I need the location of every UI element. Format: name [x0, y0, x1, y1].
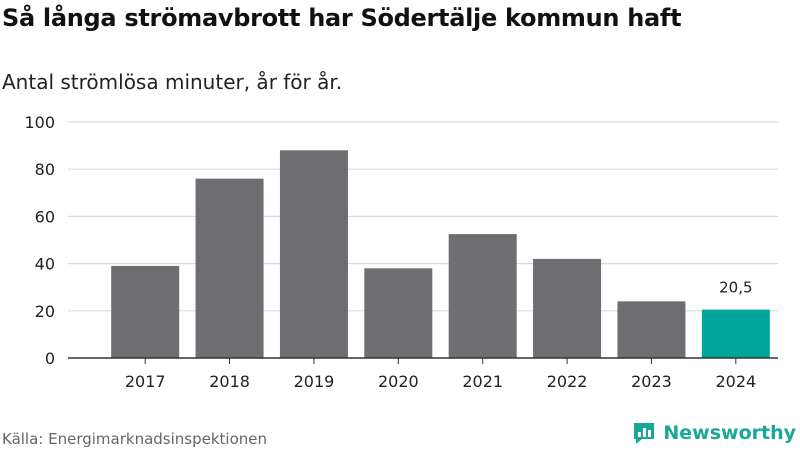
chart-title: Så långa strömavbrott har Södertälje kom… — [2, 4, 682, 32]
bar-chart: 0 20 40 60 80 100 2017 2018 2019 2020 2021 2022 202… — [24, 113, 778, 391]
bar-2021 — [448, 234, 517, 358]
data-labels: 20,5 — [719, 279, 752, 297]
y-axis-ticks: 0 20 40 60 80 100 — [24, 113, 55, 368]
y-tick-label: 0 — [45, 349, 55, 368]
bar-2022 — [533, 258, 602, 358]
x-tick-label: 2024 — [715, 372, 756, 391]
x-tick-label: 2020 — [378, 372, 419, 391]
brand-name: Newsworthy — [663, 422, 796, 444]
bar-2018 — [195, 178, 264, 358]
y-tick-label: 100 — [24, 113, 55, 132]
x-tick-label: 2022 — [547, 372, 588, 391]
source-note: Källa: Energimarknadsinspektionen — [2, 430, 268, 448]
y-tick-label: 80 — [35, 160, 55, 179]
x-tick-label: 2023 — [631, 372, 672, 391]
y-tick-label: 40 — [35, 255, 55, 274]
x-tick-label: 2018 — [209, 372, 250, 391]
x-axis-ticks: 2017 2018 2019 2020 2021 2022 2023 2024 — [125, 358, 756, 391]
bar-2023 — [617, 301, 686, 358]
bar-2020 — [364, 268, 433, 358]
bars — [111, 150, 770, 358]
bar-2024 — [701, 309, 770, 358]
y-tick-label: 60 — [35, 207, 55, 226]
brand-logo: Newsworthy — [631, 420, 796, 446]
chart-subtitle: Antal strömlösa minuter, år för år. — [2, 70, 343, 94]
bar-chart-logo-icon — [634, 423, 655, 444]
x-tick-label: 2021 — [462, 372, 503, 391]
data-label-2024: 20,5 — [719, 279, 752, 297]
x-tick-label: 2017 — [125, 372, 166, 391]
bar-2019 — [279, 150, 348, 358]
bar-2017 — [111, 265, 180, 358]
x-tick-label: 2019 — [294, 372, 335, 391]
y-tick-label: 20 — [35, 302, 55, 321]
